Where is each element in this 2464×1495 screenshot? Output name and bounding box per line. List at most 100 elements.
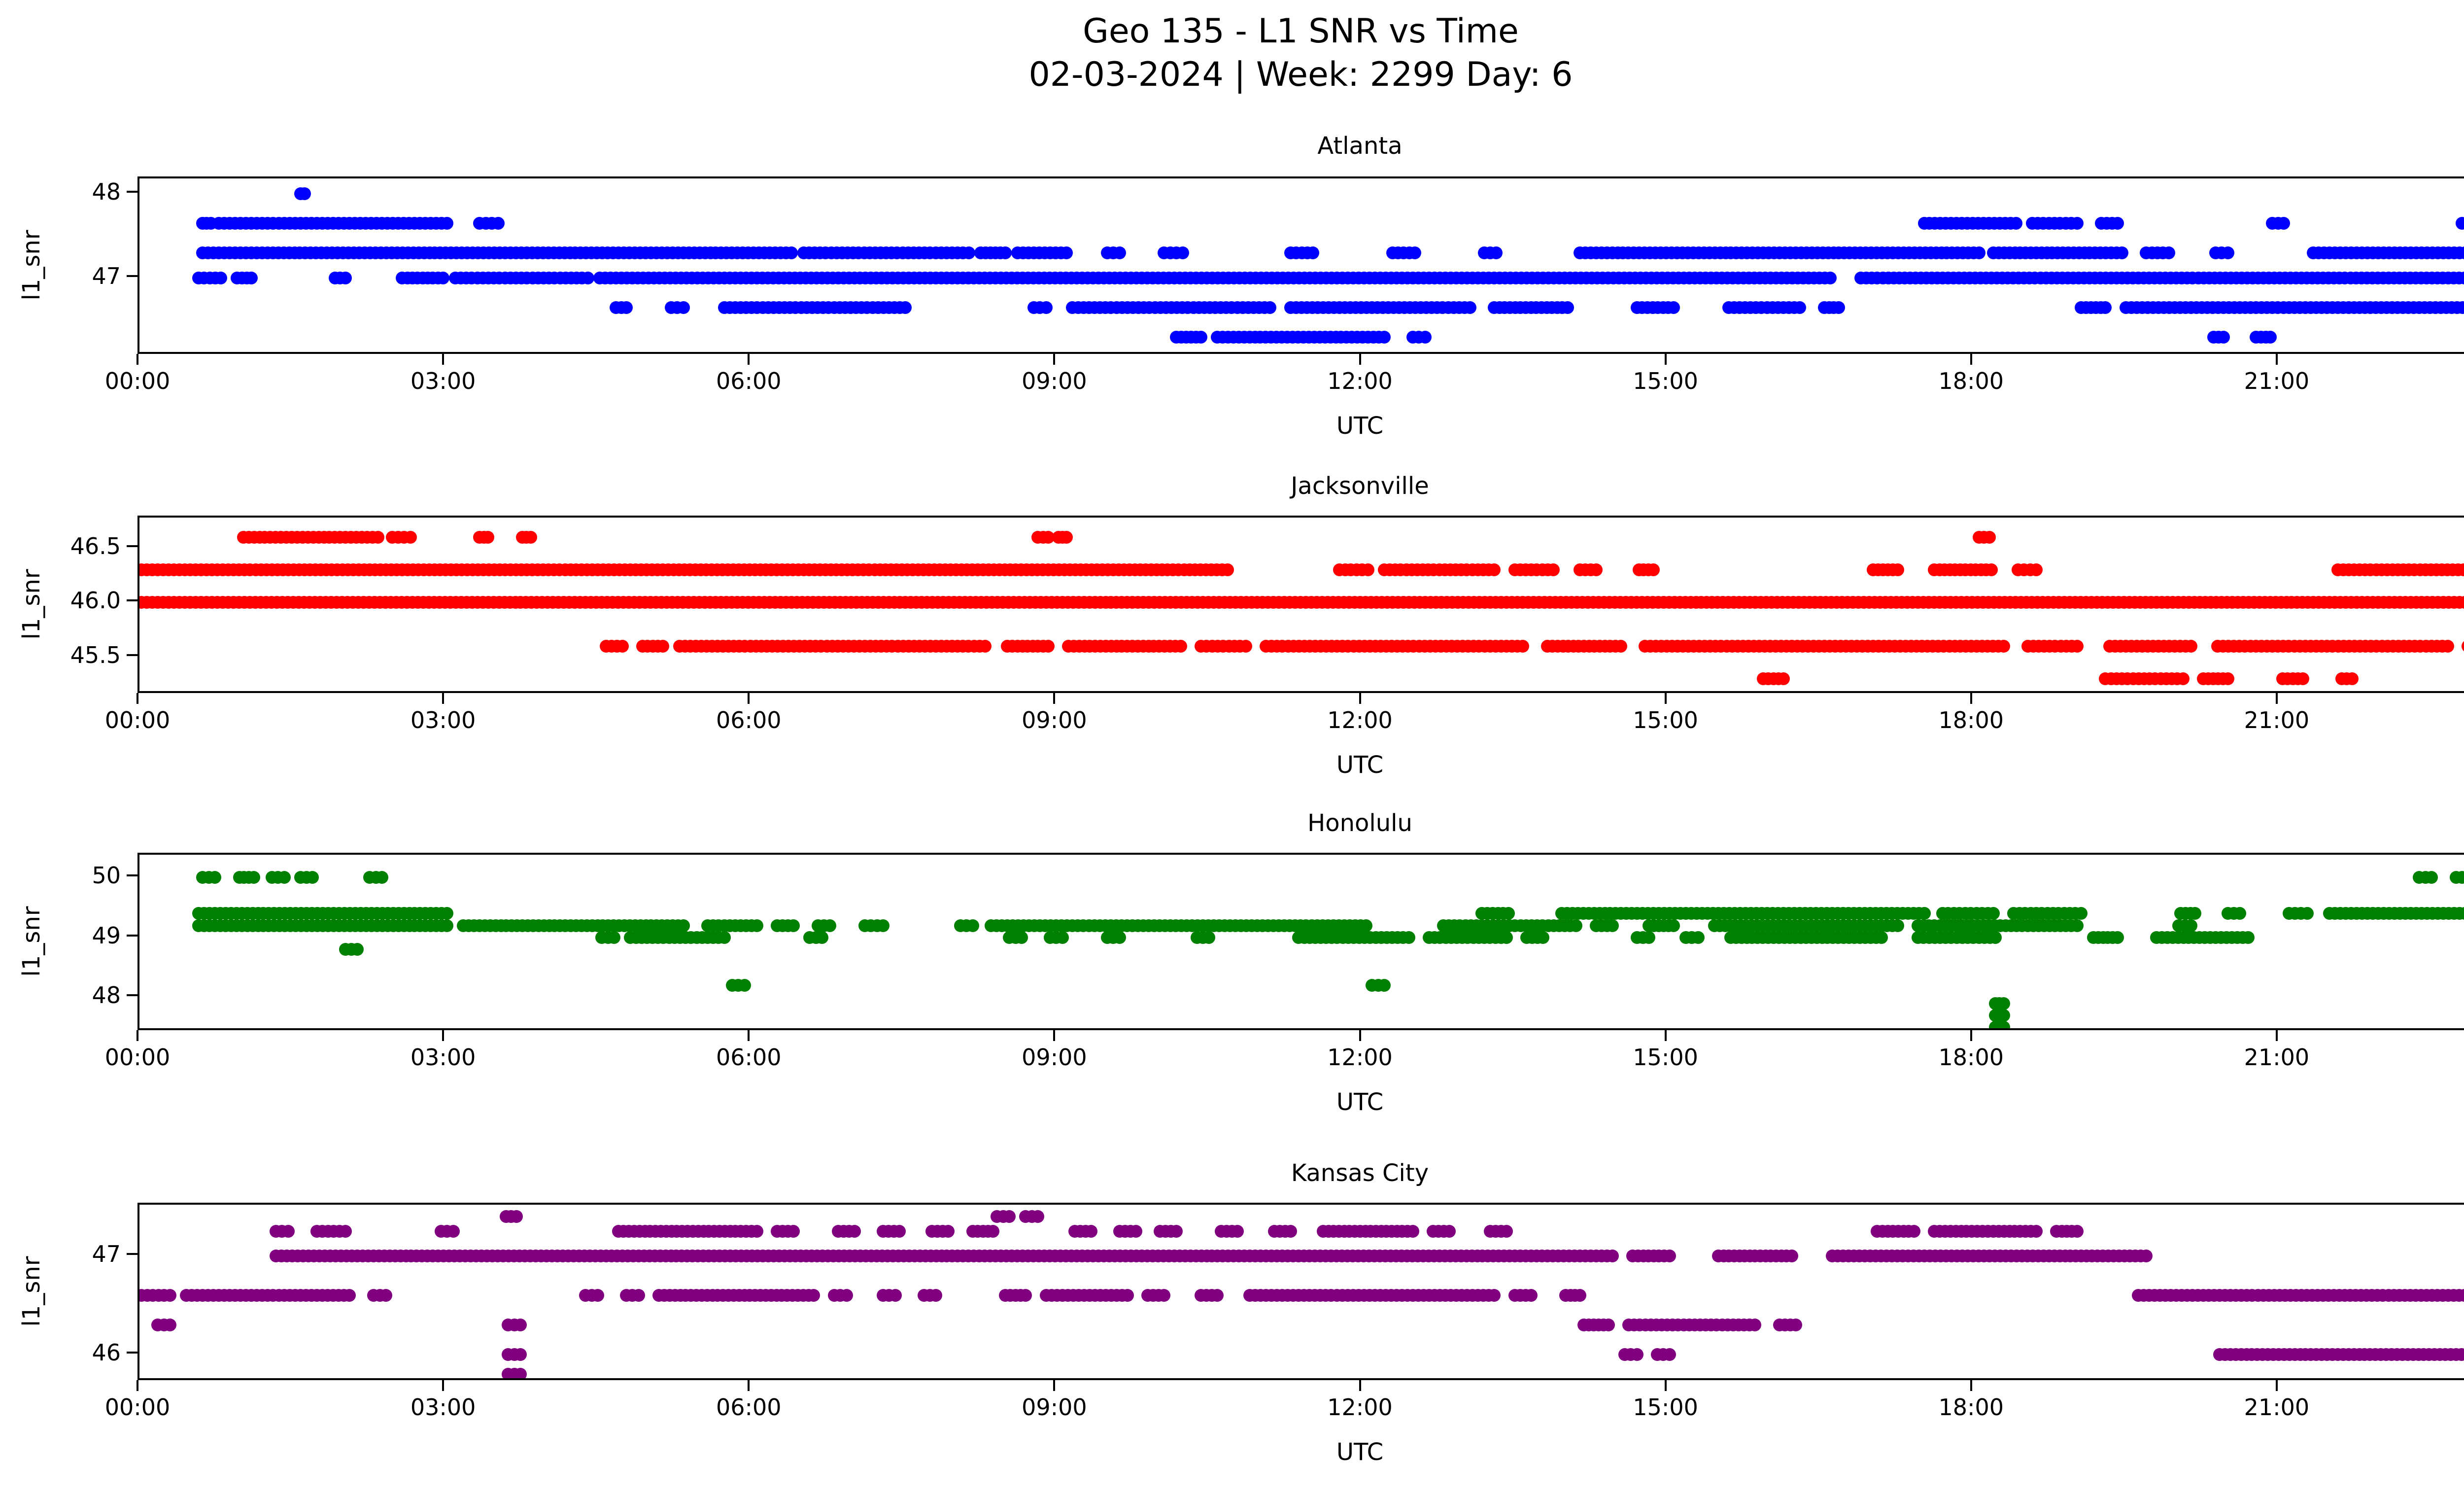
data-point bbox=[481, 530, 494, 544]
x-axis-tick-label: 06:00 bbox=[716, 368, 782, 394]
data-point bbox=[929, 1289, 943, 1302]
x-axis-tick-label: 18:00 bbox=[1938, 368, 2004, 394]
data-point bbox=[1113, 246, 1126, 259]
x-axis-tick-label: 12:00 bbox=[1327, 1044, 1393, 1071]
data-point bbox=[524, 530, 537, 544]
data-point bbox=[2221, 246, 2234, 259]
y-axis-tick bbox=[127, 190, 137, 193]
data-point bbox=[1231, 1225, 1244, 1238]
x-axis-tick bbox=[1970, 354, 1972, 365]
y-axis-label: l1_snr bbox=[18, 569, 45, 640]
data-point bbox=[1643, 931, 1656, 944]
data-point bbox=[446, 1225, 460, 1238]
data-point bbox=[942, 1225, 955, 1238]
data-point bbox=[339, 272, 352, 285]
data-point bbox=[2233, 907, 2247, 920]
data-point bbox=[1359, 919, 1372, 932]
x-axis-tick bbox=[1359, 354, 1361, 365]
data-point bbox=[214, 272, 228, 285]
data-point bbox=[1789, 1319, 1803, 1331]
data-point bbox=[2074, 907, 2088, 920]
data-point bbox=[1973, 246, 1986, 259]
data-point bbox=[2425, 871, 2438, 884]
data-point bbox=[1402, 931, 1415, 944]
x-axis-tick bbox=[137, 354, 138, 365]
subplot-title: Honolulu bbox=[1307, 809, 1412, 837]
data-point bbox=[738, 979, 751, 992]
data-point bbox=[2345, 672, 2359, 685]
x-axis-tick-label: 03:00 bbox=[410, 368, 476, 394]
x-axis-tick-label: 06:00 bbox=[716, 1044, 782, 1071]
data-point bbox=[2221, 672, 2234, 685]
data-point bbox=[1589, 563, 1603, 576]
data-point bbox=[441, 907, 454, 920]
data-point bbox=[1060, 246, 1073, 259]
data-point bbox=[966, 919, 979, 932]
x-axis-tick-label: 18:00 bbox=[1938, 1394, 2004, 1421]
data-point bbox=[608, 931, 621, 944]
data-point bbox=[1463, 301, 1476, 314]
x-axis-tick bbox=[1664, 1030, 1667, 1041]
x-axis-tick-label: 12:00 bbox=[1327, 1394, 1393, 1421]
data-point bbox=[2140, 1250, 2153, 1262]
data-point bbox=[1194, 331, 1207, 344]
x-axis-tick-label: 12:00 bbox=[1327, 707, 1393, 733]
data-point bbox=[1997, 639, 2010, 653]
data-point bbox=[899, 301, 912, 314]
data-point bbox=[2115, 246, 2128, 259]
y-axis-tick bbox=[127, 874, 137, 877]
x-axis-tick bbox=[2275, 354, 2278, 365]
x-axis-tick-label: 00:00 bbox=[104, 707, 171, 733]
data-point bbox=[1031, 1210, 1045, 1223]
data-point bbox=[1284, 1225, 1297, 1238]
data-point bbox=[2296, 672, 2310, 685]
data-point bbox=[1221, 563, 1234, 576]
data-point bbox=[404, 530, 417, 544]
data-point bbox=[1547, 563, 1560, 576]
data-point bbox=[2070, 1225, 2084, 1238]
data-point bbox=[514, 1319, 527, 1331]
data-point bbox=[1210, 1289, 1224, 1302]
data-point bbox=[1377, 331, 1391, 344]
x-axis-tick-label: 00:00 bbox=[104, 1044, 171, 1071]
data-point bbox=[491, 216, 505, 230]
x-axis-tick-label: 21:00 bbox=[2244, 368, 2310, 394]
x-axis-tick-label: 06:00 bbox=[716, 707, 782, 733]
data-point bbox=[1418, 331, 1432, 344]
data-point bbox=[1997, 1008, 2010, 1022]
data-point bbox=[1997, 1021, 2010, 1028]
x-axis-tick bbox=[1970, 1380, 1972, 1391]
data-point bbox=[656, 639, 670, 653]
x-axis-tick-label: 09:00 bbox=[1022, 1044, 1087, 1071]
data-point bbox=[632, 1289, 645, 1302]
data-point bbox=[1361, 563, 1374, 576]
data-point bbox=[1041, 639, 1055, 653]
data-point bbox=[2111, 216, 2124, 230]
data-point bbox=[750, 1225, 763, 1238]
data-point bbox=[1667, 301, 1680, 314]
data-point bbox=[2441, 639, 2454, 653]
x-axis-tick bbox=[1053, 1030, 1056, 1041]
data-point bbox=[1606, 919, 1619, 932]
x-axis-tick bbox=[2275, 1380, 2278, 1391]
data-point bbox=[245, 272, 258, 285]
data-point bbox=[1443, 1225, 1456, 1238]
data-point bbox=[1174, 639, 1187, 653]
data-point bbox=[1377, 979, 1391, 992]
data-point bbox=[1667, 919, 1680, 932]
data-point bbox=[1306, 246, 1320, 259]
data-point bbox=[677, 919, 690, 932]
data-point bbox=[962, 246, 975, 259]
x-axis-tick-label: 00:00 bbox=[104, 368, 171, 394]
data-point bbox=[1785, 1250, 1798, 1262]
data-point bbox=[1630, 1348, 1643, 1361]
data-point bbox=[1917, 907, 1931, 920]
x-axis-tick bbox=[1970, 1030, 1972, 1041]
data-point bbox=[281, 1225, 295, 1238]
x-axis-tick bbox=[442, 1030, 445, 1041]
plot-area bbox=[137, 853, 2464, 1030]
x-axis-tick bbox=[1359, 1030, 1361, 1041]
data-point bbox=[1602, 1319, 1615, 1331]
y-axis-tick bbox=[127, 934, 137, 937]
data-point bbox=[2277, 216, 2291, 230]
